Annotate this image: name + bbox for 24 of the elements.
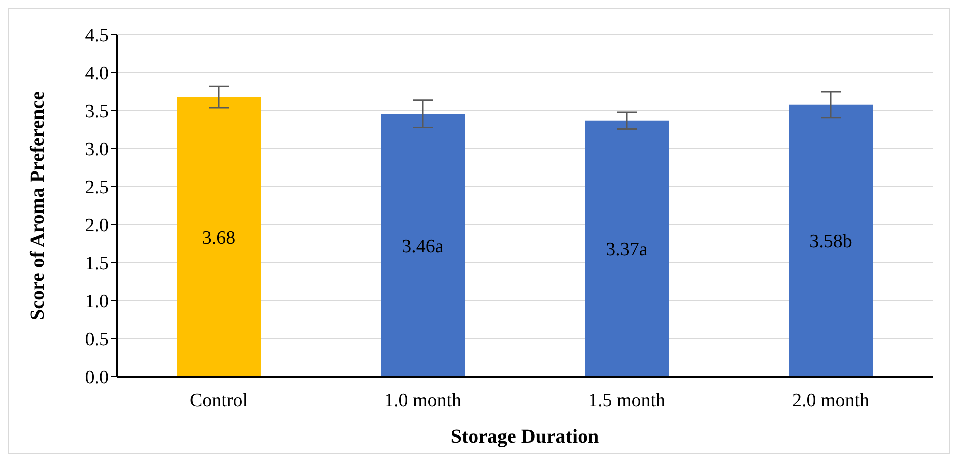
y-axis-title: Score of Aroma Preference xyxy=(27,91,50,320)
y-tick-label: 4.0 xyxy=(85,64,109,85)
y-tick-label: 4.5 xyxy=(85,26,109,47)
x-axis-title: Storage Duration xyxy=(450,426,600,448)
bar xyxy=(585,120,669,377)
y-tick-label: 0.5 xyxy=(85,330,109,351)
x-tick-label: Control xyxy=(190,390,248,412)
bar xyxy=(789,104,873,377)
y-tick-label: 1.0 xyxy=(85,292,109,313)
data-label: 3.37a xyxy=(606,240,648,261)
bar xyxy=(381,114,465,377)
y-tick-label: 3.0 xyxy=(85,140,109,161)
bar xyxy=(177,97,261,377)
x-tick-label: 1.5 month xyxy=(588,390,666,412)
x-tick-label: 2.0 month xyxy=(792,390,870,412)
data-label: 3.68 xyxy=(202,228,236,249)
y-tick-label: 2.0 xyxy=(85,216,109,237)
y-tick-label: 1.5 xyxy=(85,254,109,275)
y-tick-label: 3.5 xyxy=(85,102,109,123)
y-tick-label: 2.5 xyxy=(85,178,109,199)
data-label: 3.58b xyxy=(810,232,852,253)
x-tick-label: 1.0 month xyxy=(384,390,462,412)
data-label: 3.46a xyxy=(402,236,444,258)
y-tick-label: 0.0 xyxy=(85,368,109,389)
